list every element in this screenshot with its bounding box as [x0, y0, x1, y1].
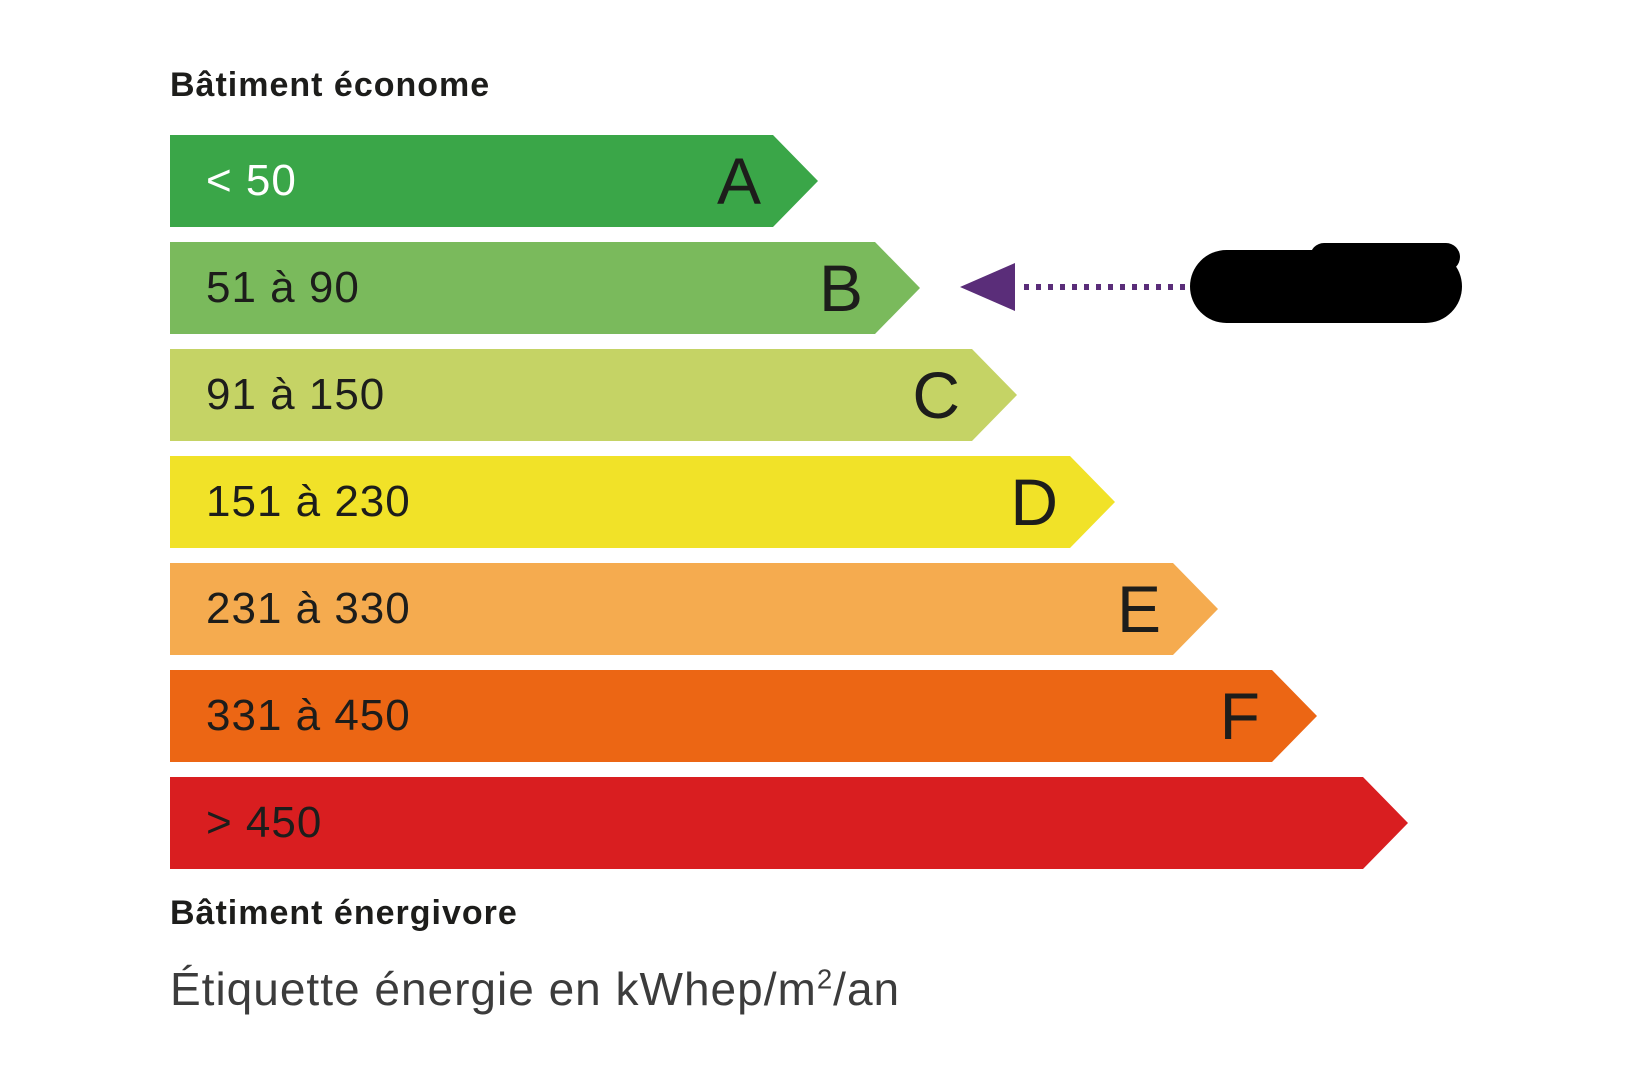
band-range-label: < 50: [206, 156, 297, 205]
band-row: 231 à 330 E: [170, 563, 1218, 655]
band-row: 51 à 90 B: [170, 242, 920, 334]
building-energy-intensive-label: Bâtiment énergivore: [170, 894, 518, 932]
energy-class-scale: < 50 A 51 à 90 B 91 à 150 C 151 à 230 D …: [170, 135, 1408, 884]
band-letter: E: [1116, 572, 1161, 646]
band-row: 151 à 230 D: [170, 456, 1115, 548]
building-economical-label: Bâtiment économe: [170, 66, 491, 104]
selected-class-arrow-icon: [960, 263, 1015, 311]
band-row: > 450: [170, 777, 1408, 869]
band-row: 91 à 150 C: [170, 349, 1017, 441]
band-letter: A: [716, 144, 761, 218]
band-letter: F: [1219, 679, 1260, 753]
band-row: 331 à 450 F: [170, 670, 1317, 762]
band-range-label: 51 à 90: [206, 263, 360, 312]
energy-scale-caption: Étiquette énergie en kWhep/m2/an: [170, 962, 900, 1016]
band-range-label: 151 à 230: [206, 477, 411, 526]
caption-prefix: Étiquette énergie en kWhep/m: [170, 963, 817, 1015]
band-letter: C: [912, 358, 960, 432]
band-range-label: > 450: [206, 798, 323, 847]
redacted-value: [1190, 243, 1462, 323]
band-letter: D: [1010, 465, 1058, 539]
caption-suffix: /an: [833, 963, 901, 1015]
band-letter: B: [818, 251, 863, 325]
band-range-label: 331 à 450: [206, 691, 411, 740]
band-row: < 50 A: [170, 135, 818, 227]
band-range-label: 231 à 330: [206, 584, 411, 633]
caption-superscript: 2: [816, 963, 834, 995]
band-range-label: 91 à 150: [206, 370, 386, 419]
dotted-connector: [1024, 284, 1192, 290]
